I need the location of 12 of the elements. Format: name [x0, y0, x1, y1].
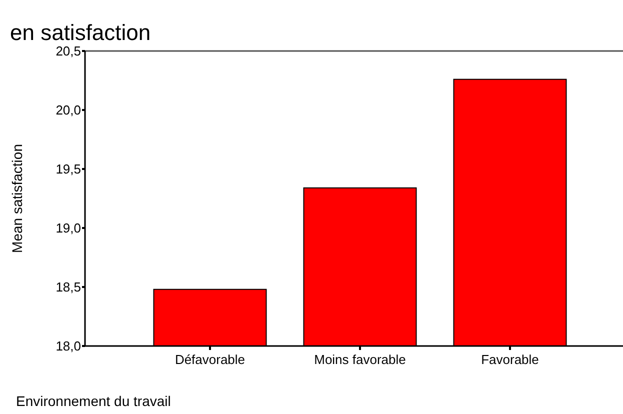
y-tick-label: 20,5	[56, 44, 81, 59]
y-tick-label: 18,5	[56, 280, 81, 295]
x-axis-title: Environnement du travail	[16, 393, 171, 409]
x-tick-label: Favorable	[481, 352, 539, 367]
y-axis-title: Mean satisfaction	[9, 144, 25, 253]
y-tick-label: 18,0	[56, 338, 81, 354]
x-tick-label: Moins favorable	[314, 352, 406, 367]
y-tick-label: 19,5	[56, 162, 81, 177]
chart-title: en satisfaction	[10, 20, 151, 45]
x-tick-label: Défavorable	[174, 352, 246, 367]
y-tick-label: 19,0	[56, 220, 81, 236]
y-tick-label: 20,0	[56, 102, 81, 118]
